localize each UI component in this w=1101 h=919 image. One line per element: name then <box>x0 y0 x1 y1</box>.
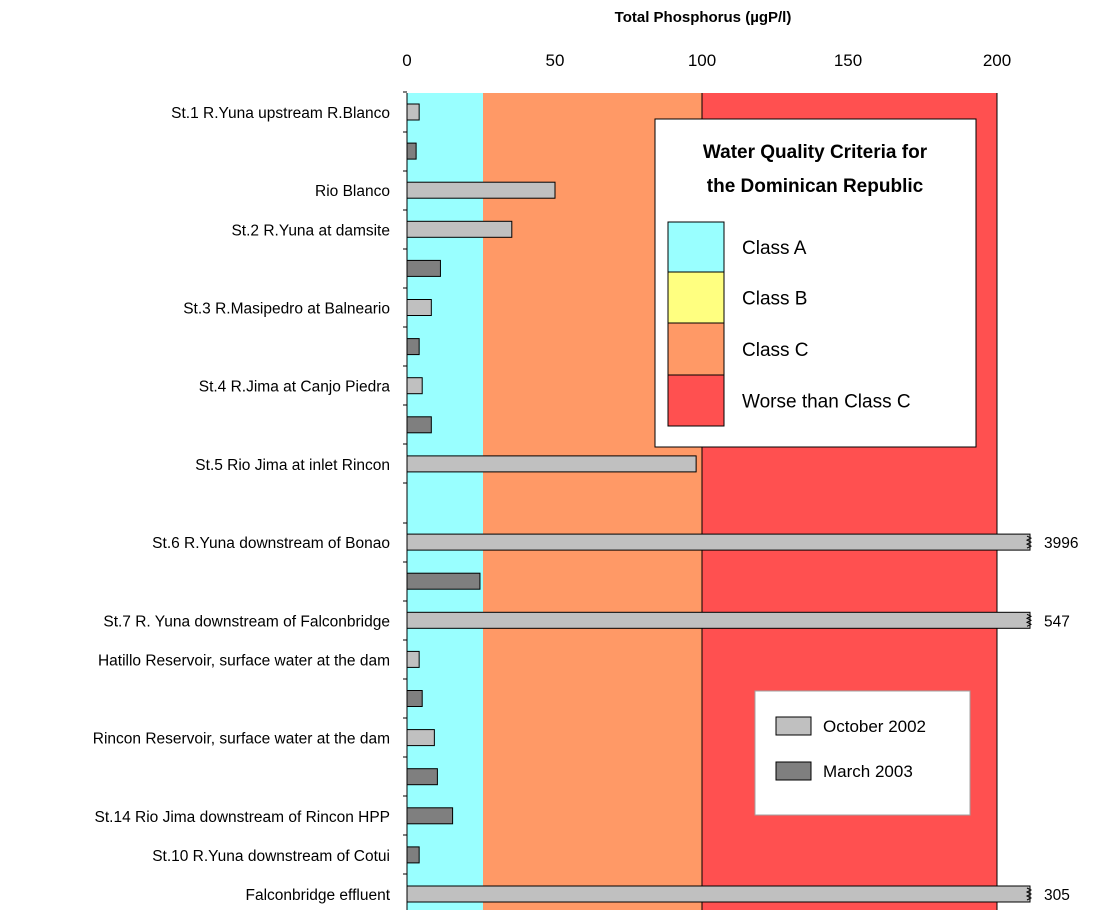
bar-october-2002 <box>406 611 1031 629</box>
bars: 3996 547 305 <box>406 103 1078 904</box>
bar-march-2003 <box>406 416 432 434</box>
category-label: St.2 R.Yuna at damsite <box>231 222 390 239</box>
zone-legend: Water Quality Criteria for the Dominican… <box>654 118 977 448</box>
x-tick-label: 100 <box>688 51 716 70</box>
category-label: St.10 R.Yuna downstream of Cotui <box>152 848 390 865</box>
series-legend-entries: October 2002 March 2003 <box>775 716 926 781</box>
bar-october-2002 <box>406 533 1031 551</box>
x-tick-label: 0 <box>402 51 411 70</box>
chart-title: Total Phosphorus (µgP/l) <box>615 9 792 26</box>
category-labels: St.1 R.Yuna upstream R.Blanco Rio Blanco S… <box>93 105 391 904</box>
zone-legend-swatch <box>667 221 725 273</box>
zone-legend-entries: Class A Class B Class C Worse than Class C <box>667 221 911 427</box>
bar-value-label: 547 <box>1044 613 1070 630</box>
bar-october-2002 <box>406 103 420 121</box>
category-label: St.14 Rio Jima downstream of Rincon HPP <box>95 809 390 826</box>
bar-october-2002 <box>406 377 423 395</box>
zone-legend-label: Class C <box>742 340 809 361</box>
zone-legend-label: Worse than Class C <box>742 392 911 413</box>
zone-legend-label: Class A <box>742 238 807 259</box>
bar-october-2002 <box>406 181 556 199</box>
bar-march-2003 <box>406 768 438 786</box>
bar-march-2003 <box>406 690 423 707</box>
category-label: St.6 R.Yuna downstream of Bonao <box>152 535 390 552</box>
category-label: St.7 R. Yuna downstream of Falconbridge <box>103 613 390 630</box>
zone-legend-swatch <box>667 271 725 324</box>
category-label: Rio Blanco <box>315 183 390 200</box>
series-legend-label: October 2002 <box>823 717 926 736</box>
category-label: St.1 R.Yuna upstream R.Blanco <box>171 105 390 122</box>
axis-break-marker <box>1025 887 1033 901</box>
bar-october-2002 <box>406 885 1031 903</box>
axis-break-marker <box>1025 613 1033 627</box>
bar-value-label: 305 <box>1044 887 1070 904</box>
bar-march-2003 <box>406 807 454 825</box>
category-label: St.3 R.Masipedro at Balneario <box>183 301 390 318</box>
series-legend-swatch <box>775 716 812 736</box>
bar-march-2003 <box>406 142 417 160</box>
zone-legend-label: Class B <box>742 289 807 310</box>
series-legend: October 2002 March 2003 <box>754 690 971 816</box>
bar-march-2003 <box>406 338 420 356</box>
zone-legend-title-line2: the Dominican Republic <box>707 176 924 197</box>
series-legend-box <box>754 690 971 816</box>
x-tick-label: 200 <box>983 51 1011 70</box>
category-label: Falconbridge effluent <box>246 887 391 904</box>
zone-class-a <box>407 93 483 910</box>
bar-march-2003 <box>406 846 420 864</box>
bar-march-2003 <box>406 259 441 277</box>
category-label: St.5 Rio Jima at inlet Rincon <box>195 457 390 474</box>
zone-legend-swatch <box>667 322 725 376</box>
bar-october-2002 <box>406 650 420 668</box>
category-label: Hatillo Reservoir, surface water at the … <box>98 652 390 669</box>
bar-value-label: 3996 <box>1044 535 1078 552</box>
bar-october-2002 <box>406 729 435 747</box>
bar-october-2002 <box>406 299 432 316</box>
zone-legend-title-line1: Water Quality Criteria for <box>703 142 928 163</box>
bar-october-2002 <box>406 220 513 238</box>
zone-legend-swatch <box>667 374 725 427</box>
series-legend-label: March 2003 <box>823 762 913 781</box>
axis-break-marker <box>1025 535 1033 549</box>
category-label: Rincon Reservoir, surface water at the d… <box>93 731 390 748</box>
category-label: St.4 R.Jima at Canjo Piedra <box>199 379 391 396</box>
x-tick-label: 50 <box>546 51 565 70</box>
series-legend-swatch <box>775 761 812 781</box>
bar-october-2002 <box>406 455 697 473</box>
bar-march-2003 <box>406 572 481 590</box>
x-tick-label: 150 <box>834 51 862 70</box>
